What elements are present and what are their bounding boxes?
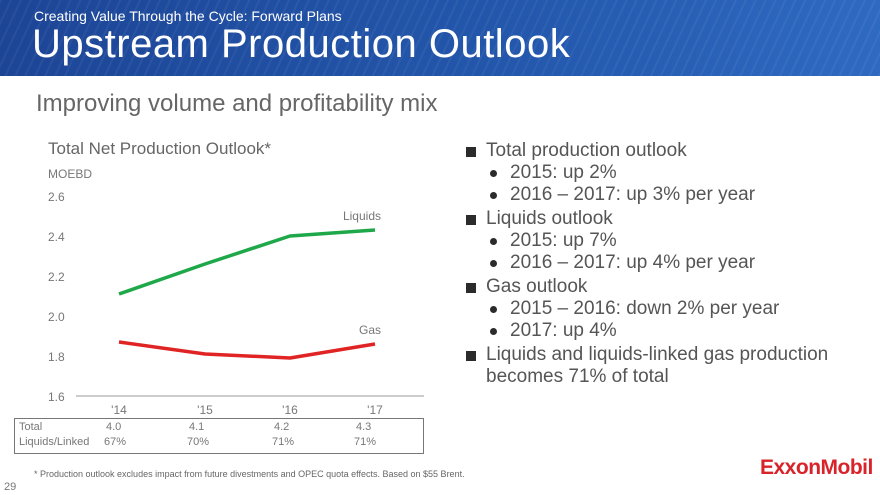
square-bullet-icon — [466, 351, 476, 361]
dot-bullet-icon — [490, 260, 497, 267]
dot-bullet-icon — [490, 328, 497, 335]
series-line-liquids — [118, 228, 376, 296]
table-row-label: Liquids/Linked — [19, 436, 90, 448]
bullet-list: Total production outlook 2015: up 2% 201… — [466, 140, 876, 388]
exxonmobil-logo: ExxonMobil — [760, 456, 873, 479]
y-tick-label: 2.4 — [48, 230, 65, 244]
table-cell: 67% — [104, 436, 127, 448]
header-banner: Creating Value Through the Cycle: Forwar… — [0, 0, 880, 76]
series-label-liquids: Liquids — [343, 209, 381, 223]
chart-title: Total Net Production Outlook* — [48, 139, 272, 158]
bullet-item: Total production outlook — [466, 140, 876, 162]
table-row-total: Total 4.0 4.1 4.2 4.3 — [15, 421, 423, 437]
square-bullet-icon — [466, 215, 476, 225]
table-cell: 70% — [187, 436, 210, 448]
dot-bullet-icon — [490, 238, 497, 245]
sub-bullet-item: 2015: up 7% — [466, 230, 876, 252]
footnote: * Production outlook excludes impact fro… — [34, 469, 465, 479]
table-cell: 4.2 — [274, 421, 290, 433]
y-axis-label: MOEBD — [48, 167, 92, 181]
dot-bullet-icon — [490, 192, 497, 199]
series-line-gas — [118, 340, 376, 360]
table-cell: 4.1 — [189, 421, 205, 433]
table-row-liquids-linked: Liquids/Linked 67% 70% 71% 71% — [15, 436, 423, 452]
dot-bullet-icon — [490, 306, 497, 313]
sub-bullet-item: 2015 – 2016: down 2% per year — [466, 298, 876, 320]
y-tick-label: 1.6 — [48, 390, 65, 404]
bullet-item: Liquids outlook — [466, 208, 876, 230]
page-subtitle: Improving volume and profitability mix — [36, 90, 438, 117]
y-tick-label: 2.6 — [48, 190, 65, 204]
table-cell: 71% — [272, 436, 295, 448]
x-tick-label: '16 — [282, 403, 298, 417]
sub-bullet-item: 2016 – 2017: up 3% per year — [466, 184, 876, 206]
table-cell: 71% — [354, 436, 377, 448]
y-tick-label: 2.0 — [48, 310, 65, 324]
page-title: Upstream Production Outlook — [32, 22, 571, 66]
dot-bullet-icon — [490, 170, 497, 177]
sub-bullet-item: 2017: up 4% — [466, 320, 876, 342]
square-bullet-icon — [466, 283, 476, 293]
y-tick-label: 1.8 — [48, 350, 65, 364]
square-bullet-icon — [466, 147, 476, 157]
sub-bullet-item: 2016 – 2017: up 4% per year — [466, 252, 876, 274]
x-tick-label: '14 — [111, 403, 127, 417]
production-table: Total 4.0 4.1 4.2 4.3 Liquids/Linked 67%… — [14, 418, 424, 454]
header-kicker: Creating Value Through the Cycle: Forwar… — [34, 8, 342, 24]
series-label-gas: Gas — [359, 323, 381, 337]
bullet-item: Liquids and liquids-linked gas productio… — [466, 344, 876, 388]
sub-bullet-item: 2015: up 2% — [466, 162, 876, 184]
bullet-item: Gas outlook — [466, 276, 876, 298]
y-tick-label: 2.2 — [48, 270, 65, 284]
table-cell: 4.0 — [106, 421, 122, 433]
x-tick-label: '17 — [367, 403, 383, 417]
page-number: 29 — [4, 481, 17, 493]
table-row-label: Total — [19, 421, 43, 433]
table-cell: 4.3 — [356, 421, 372, 433]
x-tick-label: '15 — [197, 403, 213, 417]
